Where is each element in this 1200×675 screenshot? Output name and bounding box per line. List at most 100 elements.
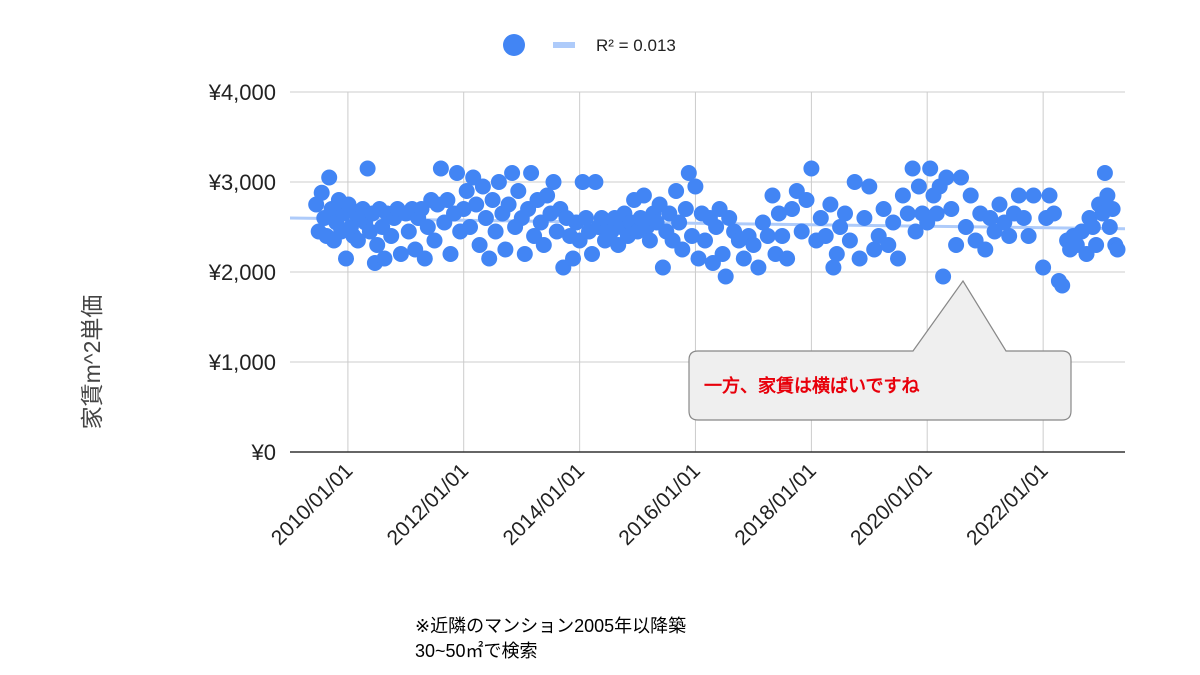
data-point [822, 196, 839, 213]
legend-trendline-marker [553, 42, 575, 48]
data-point [471, 237, 488, 253]
data-point [584, 246, 600, 262]
data-point [793, 223, 810, 240]
data-point [677, 201, 694, 217]
data-point [468, 196, 485, 213]
data-point [717, 268, 734, 285]
data-point [922, 160, 939, 177]
y-axis-title: 家賃m^2単価 [79, 295, 105, 430]
data-point [825, 259, 842, 276]
legend: R² = 0.013 [503, 34, 676, 56]
data-point [477, 210, 494, 226]
data-point [442, 246, 459, 262]
data-point [880, 237, 897, 253]
data-point [684, 228, 700, 244]
data-point [817, 228, 834, 244]
footnote: ※近隣のマンション2005年以降築 30~50㎡で検索 [415, 616, 686, 661]
data-point [735, 250, 752, 267]
footnote-line1: ※近隣のマンション2005年以降築 [415, 616, 686, 636]
data-point [1054, 277, 1071, 294]
data-point [574, 174, 591, 190]
data-point [462, 219, 478, 235]
data-point [779, 250, 796, 267]
data-point [458, 183, 475, 199]
data-point [671, 214, 688, 231]
data-point [490, 174, 507, 190]
data-point [349, 232, 366, 249]
data-point [759, 228, 776, 244]
data-point [416, 250, 433, 267]
x-tick-label: 2018/01/01 [730, 459, 821, 550]
data-point [439, 192, 456, 208]
x-tick-label: 2014/01/01 [499, 459, 590, 550]
x-tick-label: 2020/01/01 [846, 459, 937, 550]
data-point [1099, 187, 1116, 204]
data-points [308, 160, 1126, 294]
y-tick-label: ¥2,000 [208, 260, 276, 285]
data-point [369, 237, 386, 253]
data-point [943, 201, 960, 217]
data-point [948, 237, 965, 253]
data-point [866, 241, 883, 258]
data-point [708, 219, 725, 235]
data-point [539, 187, 556, 204]
data-point [487, 223, 504, 240]
annotation-callout: 一方、家賃は横ばいですね [688, 279, 1072, 421]
data-point [400, 223, 417, 240]
data-point [432, 160, 449, 177]
x-axis-ticks: 2010/01/01 2012/01/01 2014/01/01 2016/01/01… [267, 459, 1053, 550]
data-point [832, 219, 849, 235]
data-point [1010, 187, 1027, 204]
data-point [798, 192, 815, 208]
data-point [674, 241, 691, 258]
data-point [774, 228, 791, 244]
data-point [803, 160, 820, 177]
data-point [1015, 210, 1032, 226]
x-tick-label: 2022/01/01 [962, 459, 1053, 550]
data-point [957, 219, 974, 235]
data-point [500, 196, 517, 213]
data-point [1101, 219, 1118, 235]
data-point [587, 174, 604, 190]
data-point [890, 250, 906, 267]
y-tick-label: ¥4,000 [208, 80, 276, 105]
data-point [668, 183, 685, 199]
data-point [928, 205, 945, 222]
data-point [754, 214, 771, 231]
data-point [321, 169, 338, 186]
data-point [991, 196, 1008, 213]
data-point [875, 201, 892, 217]
callout-bubble [688, 279, 1072, 421]
data-point [687, 178, 704, 195]
data-point [837, 205, 853, 222]
data-point [359, 160, 376, 177]
data-point [828, 246, 845, 262]
data-point [1025, 187, 1042, 204]
data-point [910, 178, 927, 195]
data-point [548, 223, 565, 240]
data-point [497, 241, 514, 258]
data-point [812, 210, 829, 226]
data-point [851, 250, 868, 267]
data-point [690, 250, 707, 267]
data-point [545, 174, 562, 190]
x-tick-label: 2012/01/01 [383, 459, 474, 550]
data-point [907, 223, 924, 240]
data-point [841, 232, 858, 249]
data-point [697, 232, 713, 249]
data-point [426, 232, 443, 249]
data-point [516, 246, 533, 262]
data-point [449, 165, 465, 181]
data-point [846, 174, 863, 190]
data-point [1104, 201, 1121, 217]
data-point [899, 205, 916, 222]
data-point [904, 160, 921, 177]
data-point [745, 237, 762, 253]
data-point [982, 210, 999, 226]
data-point [953, 169, 969, 186]
data-point [894, 187, 911, 204]
callout-text: 一方、家賃は横ばいですね [704, 375, 919, 396]
y-axis-ticks: ¥0 ¥1,000 ¥2,000 ¥3,000 ¥4,000 [208, 80, 276, 465]
data-point [714, 246, 731, 262]
data-point [383, 228, 400, 244]
